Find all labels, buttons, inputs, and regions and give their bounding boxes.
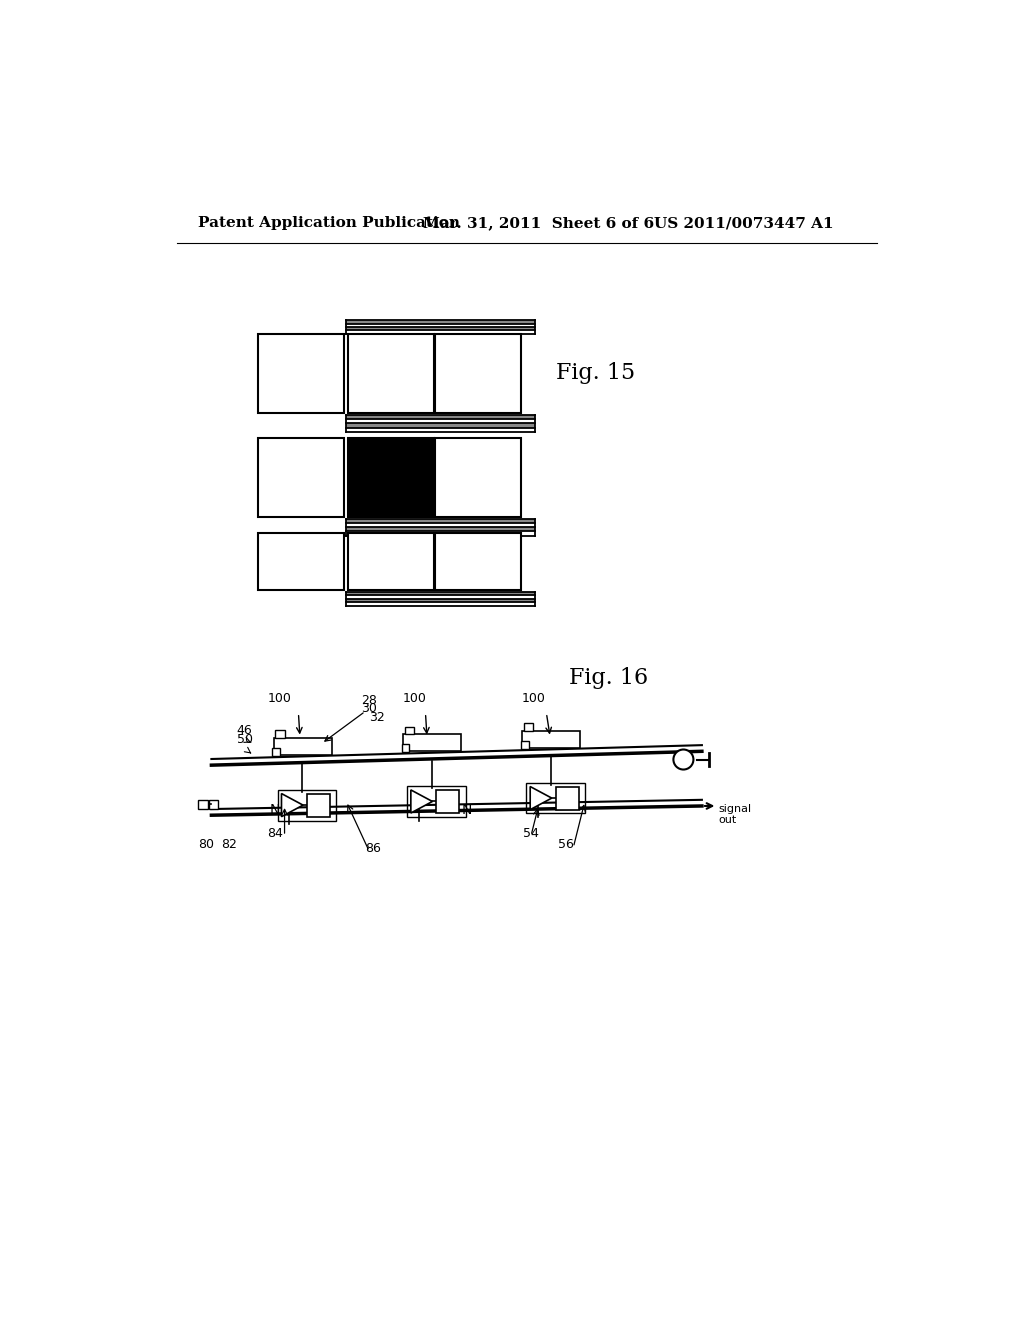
Text: N: N — [462, 803, 472, 817]
Bar — [521, 741, 528, 748]
Bar — [307, 793, 330, 817]
Text: N: N — [269, 803, 280, 817]
Circle shape — [674, 750, 693, 770]
Bar — [273, 738, 332, 755]
Bar — [346, 327, 535, 330]
Bar — [436, 789, 460, 813]
Text: 86: 86 — [366, 842, 381, 855]
Polygon shape — [282, 793, 303, 817]
Text: 100: 100 — [267, 692, 292, 705]
Text: 30: 30 — [361, 702, 378, 715]
Bar — [346, 523, 535, 527]
Bar — [346, 330, 535, 334]
Bar — [346, 532, 535, 536]
Bar — [346, 595, 535, 599]
Bar — [435, 533, 521, 590]
Bar — [275, 730, 285, 738]
Bar — [404, 727, 414, 734]
Bar — [346, 519, 535, 523]
Bar — [346, 428, 535, 432]
Bar — [435, 334, 521, 413]
Text: 54: 54 — [523, 826, 539, 840]
Text: 80: 80 — [199, 838, 214, 851]
Bar — [278, 789, 336, 821]
Polygon shape — [530, 787, 552, 809]
Text: Fig. 15: Fig. 15 — [556, 363, 635, 384]
Text: Mar. 31, 2011  Sheet 6 of 6: Mar. 31, 2011 Sheet 6 of 6 — [423, 216, 654, 230]
Text: US 2011/0073447 A1: US 2011/0073447 A1 — [654, 216, 834, 230]
Bar — [556, 787, 579, 809]
Text: 46: 46 — [237, 725, 253, 738]
Text: signal
out: signal out — [719, 804, 752, 825]
Bar — [258, 438, 344, 517]
Bar — [524, 723, 534, 731]
Text: 56: 56 — [558, 838, 573, 851]
Bar — [403, 734, 461, 751]
Bar — [526, 783, 585, 813]
Bar — [407, 787, 466, 817]
Bar — [346, 321, 535, 323]
Bar — [435, 438, 521, 517]
Bar — [346, 527, 535, 532]
Text: 82: 82 — [221, 838, 238, 851]
Bar — [348, 438, 434, 517]
Text: 84: 84 — [267, 826, 284, 840]
Text: 50: 50 — [237, 733, 253, 746]
Bar — [348, 533, 434, 590]
Text: 32: 32 — [370, 710, 385, 723]
Bar — [346, 418, 535, 424]
Polygon shape — [411, 789, 432, 813]
Bar — [346, 599, 535, 602]
Bar — [346, 424, 535, 428]
Bar — [209, 800, 218, 809]
Bar — [346, 414, 535, 418]
Bar — [346, 323, 535, 327]
Bar — [401, 744, 410, 752]
Bar — [272, 748, 280, 756]
Text: 100: 100 — [402, 692, 426, 705]
Text: 100: 100 — [521, 692, 546, 705]
Text: Patent Application Publication: Patent Application Publication — [199, 216, 461, 230]
Bar — [346, 602, 535, 606]
Bar — [522, 731, 581, 748]
Bar — [199, 800, 208, 809]
Bar — [346, 591, 535, 595]
Text: 28: 28 — [361, 693, 378, 706]
Bar — [348, 334, 434, 413]
Text: Fig. 16: Fig. 16 — [569, 667, 648, 689]
Bar — [258, 334, 344, 413]
Bar — [258, 533, 344, 590]
